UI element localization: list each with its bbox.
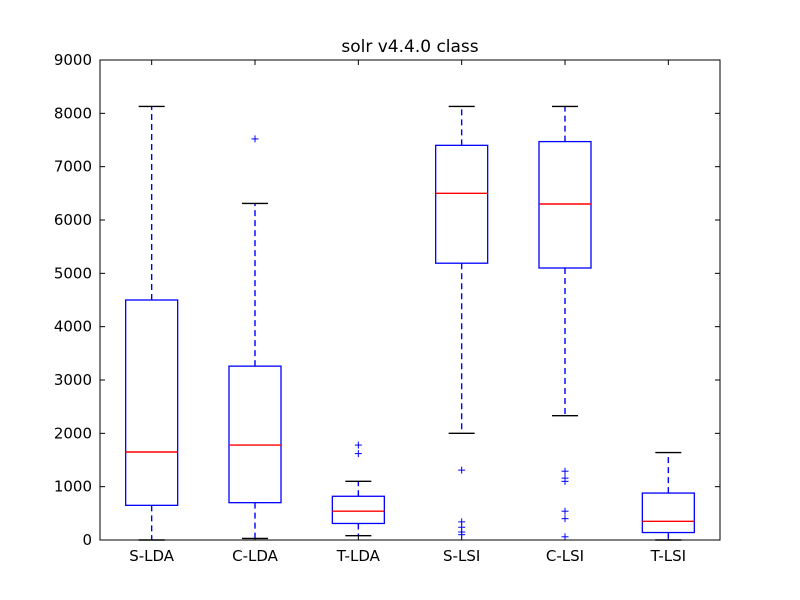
outlier-point <box>561 533 569 541</box>
chart-title: solr v4.4.0 class <box>341 37 478 57</box>
box-s-lsi <box>435 144 489 264</box>
box-c-lsi <box>538 140 592 269</box>
outlier-point <box>561 477 569 485</box>
outlier-point <box>354 441 362 449</box>
y-tick-label: 3000 <box>54 371 92 389</box>
box-t-lda <box>331 495 385 525</box>
x-tick-label: T-LDA <box>336 547 381 565</box>
x-tick-label: S-LSI <box>443 547 480 565</box>
outlier-point <box>251 135 259 143</box>
y-tick-label: 2000 <box>54 424 92 442</box>
y-tick-label: 5000 <box>54 264 92 282</box>
x-tick-label: C-LDA <box>232 547 279 565</box>
outlier-point <box>561 507 569 515</box>
y-tick-label: 7000 <box>54 158 92 176</box>
y-tick-label: 6000 <box>54 211 92 229</box>
y-tick-label: 9000 <box>54 51 92 69</box>
y-tick-label: 1000 <box>54 478 92 496</box>
x-tick-label: C-LSI <box>546 547 584 565</box>
outlier-point <box>561 515 569 523</box>
x-tick-label: T-LSI <box>650 547 687 565</box>
y-tick-label: 0 <box>82 531 92 549</box>
outlier-point <box>354 450 362 458</box>
box-s-lda <box>125 299 179 506</box>
outlier-point <box>561 467 569 475</box>
plot-area: 0 1000 2000 3000 4000 5000 6000 7000 8000 9000 S-L… <box>54 51 720 565</box>
outlier-point <box>458 531 466 539</box>
plot-frame <box>99 59 721 541</box>
x-tick-label: S-LDA <box>129 547 175 565</box>
y-tick-label: 4000 <box>54 318 92 336</box>
outlier-point <box>458 466 466 474</box>
box-t-lsi <box>641 492 695 534</box>
y-tick-label: 8000 <box>54 104 92 122</box>
box-c-lda <box>228 365 282 504</box>
